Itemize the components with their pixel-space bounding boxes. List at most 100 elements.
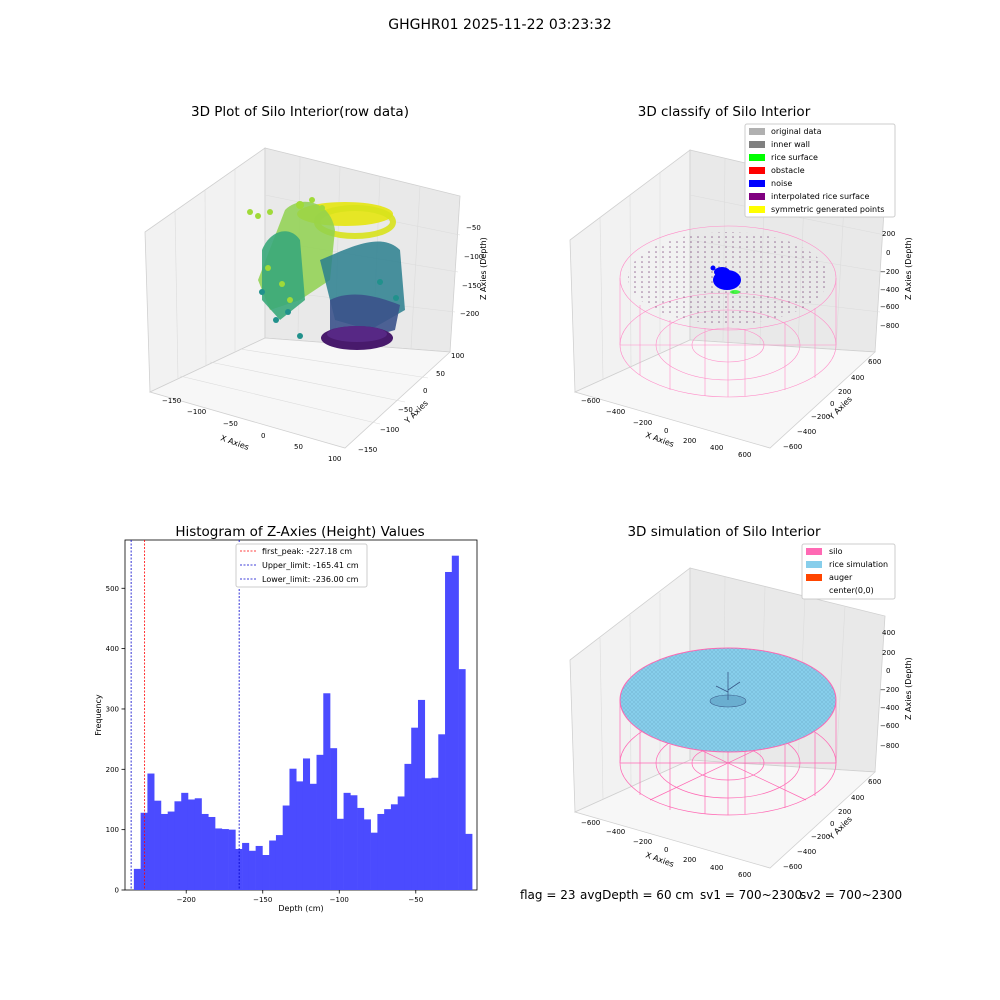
simulation-xtick: 600 (738, 871, 751, 879)
legend-label: auger (829, 573, 853, 582)
raw-ytick: −150 (358, 446, 377, 454)
raw-plot-title: 3D Plot of Silo Interior(row data) (191, 104, 409, 120)
legend-swatch (749, 167, 765, 174)
legend-item: first_peak: -227.18 cm (240, 547, 352, 556)
histogram-bar (404, 763, 412, 890)
legend-item: silo (806, 547, 843, 556)
simulation-y-axis-label: Y Axies (826, 815, 854, 843)
simulation-ztick: −800 (880, 742, 899, 750)
status-sv2: sv2 = 700~2300 (800, 888, 903, 902)
classify-ytick: 200 (838, 388, 851, 396)
histogram-xtick-label: −50 (408, 896, 423, 904)
classify-xtick: 200 (683, 437, 696, 445)
histogram-bar (289, 768, 297, 890)
legend-label: first_peak: -227.18 cm (262, 547, 352, 556)
raw-y-ticks: 100 50 0 −50 −100 −150 (358, 352, 464, 454)
histogram-bar (296, 781, 304, 890)
histogram-bar (194, 798, 202, 890)
histogram-bar (330, 748, 338, 890)
raw-z-ticks: −50 −100 −150 −200 (460, 224, 483, 318)
histogram-x-axis-label: Depth (cm) (278, 904, 323, 913)
legend-swatch (749, 193, 765, 200)
histogram-y-axis-label: Frequency (94, 694, 103, 736)
legend-label: rice surface (771, 153, 818, 162)
histogram-y-ticks: 0 100 200 300 400 500 (106, 585, 125, 895)
simulation-ytick: −200 (811, 833, 830, 841)
classify-ytick: −200 (811, 413, 830, 421)
histogram-threshold-lines (130, 540, 240, 890)
histogram-ytick-label: 400 (106, 645, 119, 653)
simulation-rice-surface (619, 647, 837, 753)
legend-label: interpolated rice surface (771, 192, 869, 201)
classify-ztick: 200 (882, 230, 895, 238)
classify-ytick: −600 (783, 443, 802, 451)
simulation-ytick: −600 (783, 863, 802, 871)
histogram-bar (255, 845, 263, 890)
legend-item: rice simulation (806, 560, 888, 569)
legend-item: center(0,0) (806, 586, 874, 595)
raw-ytick: 100 (451, 352, 464, 360)
simulation-xtick: −600 (581, 819, 600, 827)
histogram-xtick-label: −100 (330, 896, 349, 904)
histogram-bar (174, 801, 182, 890)
legend-swatch (749, 180, 765, 187)
histogram-bar (357, 807, 365, 890)
simulation-ztick: −400 (880, 704, 899, 712)
simulation-ztick: 0 (886, 667, 890, 675)
legend-swatch (806, 548, 822, 555)
histogram-bar (445, 571, 453, 890)
raw-x-ticks: −150 −100 −50 0 50 100 (162, 397, 341, 463)
histogram-bar (384, 809, 392, 890)
raw-ytick: −100 (380, 426, 399, 434)
histogram-bars (133, 555, 473, 890)
raw-xtick: −50 (223, 420, 238, 428)
classify-plot-title: 3D classify of Silo Interior (637, 104, 811, 120)
simulation-3d-plot: −600 −400 −200 0 200 400 600 600 400 200… (569, 543, 913, 879)
status-sv1: sv1 = 700~2300 (700, 888, 803, 902)
legend-label: inner wall (771, 140, 810, 149)
simulation-ytick: 0 (830, 820, 834, 828)
simulation-y-ticks: 600 400 200 0 −200 −400 −600 (783, 778, 881, 871)
histogram-bar (242, 842, 250, 890)
histogram-bar (269, 840, 277, 890)
classify-xtick: −200 (633, 419, 652, 427)
legend-item: obstacle (749, 166, 805, 175)
classify-y-ticks: 600 400 200 0 −200 −400 −600 (783, 358, 881, 451)
histogram-bar (323, 693, 331, 890)
simulation-ytick: 200 (838, 808, 851, 816)
histogram-chart: −200 −150 −100 −50 0 100 200 300 400 500 Depth (… (94, 539, 478, 913)
legend-label: rice simulation (829, 560, 888, 569)
classify-ztick: −600 (880, 303, 899, 311)
figure-title: GHGHR01 2025-11-22 03:23:32 (388, 17, 612, 33)
legend-label: center(0,0) (829, 586, 874, 595)
classify-xtick: 0 (664, 427, 668, 435)
simulation-legend: silo rice simulation auger center(0,0) (801, 543, 896, 600)
histogram-ytick-label: 100 (106, 826, 119, 834)
histogram-bar (282, 805, 290, 890)
simulation-ytick: −400 (797, 848, 816, 856)
classify-ytick: 400 (851, 374, 864, 382)
raw-ytick: 0 (423, 387, 427, 395)
simulation-x-ticks: −600 −400 −200 0 200 400 600 (581, 819, 751, 879)
histogram-bar (147, 773, 155, 890)
histogram-bar (181, 792, 189, 890)
legend-item: inner wall (749, 140, 810, 149)
legend-item: interpolated rice surface (749, 192, 869, 201)
histogram-title: Histogram of Z-Axies (Height) Values (175, 524, 425, 540)
legend-item: original data (749, 127, 822, 136)
legend-swatch (806, 561, 822, 568)
histogram-bar (140, 812, 148, 890)
simulation-ztick: −600 (880, 722, 899, 730)
histogram-bar (417, 699, 426, 890)
raw-z-axis-label: Z Axies (Depth) (479, 237, 488, 300)
classify-y-axis-label: Y Axies (826, 395, 854, 423)
histogram-bar (458, 669, 466, 890)
histogram-bar (302, 758, 311, 890)
classify-ztick: −400 (880, 286, 899, 294)
histogram-bar (411, 727, 419, 890)
simulation-xtick: 0 (664, 846, 668, 854)
simulation-xtick: −400 (606, 828, 625, 836)
legend-swatch (749, 206, 765, 213)
classify-3d-plot: −600 −400 −200 0 200 400 600 600 400 200… (569, 123, 913, 459)
histogram-bar (438, 734, 446, 890)
